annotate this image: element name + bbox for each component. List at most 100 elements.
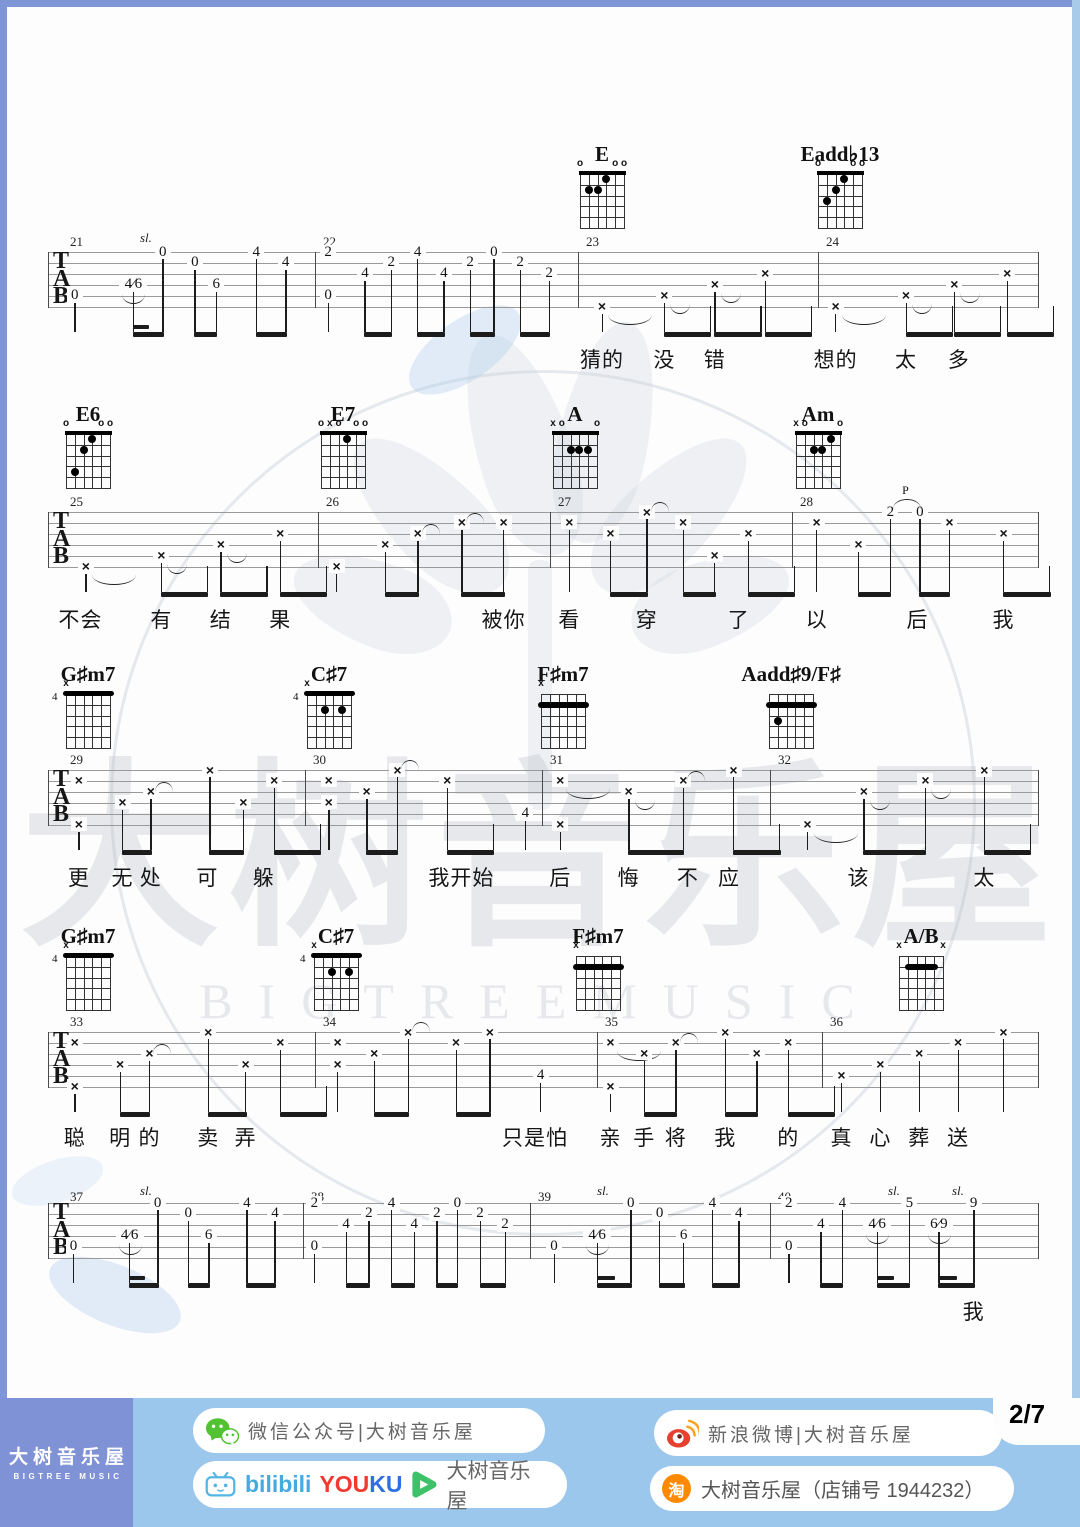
slide-mark: sl.: [140, 1183, 152, 1198]
chord-grid-fret: [541, 748, 586, 749]
beam: [119, 1112, 151, 1117]
tab-note: 0: [149, 1195, 166, 1211]
chord-grid-string: [588, 174, 590, 228]
lyric: 多: [947, 349, 970, 372]
tab-note: ×: [833, 1068, 850, 1083]
tab-note: ×: [636, 1046, 653, 1061]
note-stem: [493, 259, 495, 332]
bar-number: 21: [70, 234, 83, 249]
tab-note: 0: [546, 1239, 562, 1255]
tab-clef-letter: A: [53, 525, 71, 552]
weibo-label: 新浪微博|大树音乐屋: [708, 1424, 914, 1446]
chord-dot: [602, 175, 611, 184]
chord-grid-string: [813, 434, 815, 488]
note-stem: [756, 1060, 758, 1112]
tab-note: 2: [306, 1195, 323, 1211]
tab-note: 0: [320, 288, 337, 304]
beam: [724, 1112, 758, 1117]
note-stem: [417, 259, 419, 332]
ghost-stem: [1029, 824, 1032, 850]
lyric: 亲: [599, 1127, 622, 1150]
chord-grid-string: [593, 956, 595, 1010]
beam: [366, 850, 399, 855]
chord-grid-fret: [553, 477, 598, 479]
note-stem: [519, 269, 522, 332]
note-stem: [1006, 280, 1009, 332]
slide-arc: [586, 1245, 610, 1255]
bar-number: 32: [778, 752, 791, 767]
beam: [1003, 592, 1051, 597]
note-stem: [209, 777, 211, 850]
beam: [160, 592, 209, 597]
barline: [792, 512, 793, 568]
chord-name: C♯7: [317, 924, 355, 948]
beam: [519, 332, 551, 337]
tab-note: 4: [812, 1217, 829, 1233]
slur-arc: [687, 770, 706, 781]
note-stem: [919, 519, 921, 592]
tab-note: ×: [946, 277, 963, 292]
tab-note: 0: [306, 1239, 323, 1255]
lyric: 被你: [481, 609, 526, 632]
tab-note: ×: [235, 795, 252, 810]
note-stem: [504, 1231, 506, 1283]
note-stem: [273, 787, 276, 850]
tab-note: 0: [186, 255, 203, 271]
ghost-stem: [266, 566, 268, 592]
beam: [479, 1283, 507, 1288]
note-stem: [390, 269, 393, 332]
note-stem: [816, 529, 818, 592]
chord-fret-position: 4: [300, 953, 306, 965]
chord-nut: [65, 431, 112, 435]
lyric: 应: [717, 867, 740, 890]
bar-number: 34: [323, 1014, 336, 1029]
staff-line: [48, 512, 1038, 513]
note-stem: [788, 1253, 790, 1283]
chord-name: G♯m7: [60, 662, 116, 686]
chord-fret-position: 4: [52, 691, 58, 703]
chord-grid-fret: [899, 999, 944, 1001]
chord-string-marker: o: [858, 158, 866, 169]
note-stem: [683, 1242, 685, 1283]
tie-arc: [91, 575, 136, 585]
tab-note: 4: [704, 1195, 721, 1211]
lyric: 看: [558, 609, 581, 632]
chord-grid-fret: [553, 488, 598, 489]
tab-note: ×: [706, 548, 723, 563]
beam: [436, 1283, 459, 1288]
beam: [857, 592, 892, 597]
note-stem: [220, 551, 222, 592]
staff-line: [48, 1224, 1038, 1226]
chord-nut: [795, 431, 842, 435]
chord-grid-string: [831, 434, 833, 488]
tab-note: ×: [272, 526, 289, 541]
tab-note: ×: [808, 515, 825, 530]
page-number-patch: [993, 1398, 1080, 1445]
note-stem: [863, 798, 865, 850]
beam: [446, 850, 495, 855]
ghost-stem: [793, 566, 796, 592]
tie-arc: [608, 315, 652, 325]
tab-note: ×: [995, 526, 1012, 541]
beam: [876, 1276, 895, 1280]
lyric: 真: [830, 1127, 853, 1150]
lyric: 手: [633, 1127, 656, 1150]
chord-string-marker: x: [940, 940, 946, 951]
chord-grid-string: [324, 694, 326, 748]
tab-note: ×: [328, 559, 345, 573]
tab-note: 4⁄6: [863, 1217, 892, 1233]
note-stem: [162, 259, 164, 332]
chord-name: F♯m7: [537, 662, 589, 686]
ghost-stem: [833, 1086, 836, 1112]
chord-grid-fret: [769, 737, 814, 739]
chord-grid-fret: [66, 988, 111, 990]
tab-note: ×: [850, 537, 867, 552]
chord-grid-string: [83, 434, 85, 488]
bar-number: 23: [586, 234, 599, 249]
beam: [194, 332, 218, 337]
chord-grid-string: [558, 694, 560, 748]
tab-note: 0: [622, 1195, 639, 1211]
chord-grid-string: [92, 434, 94, 488]
note-stem: [628, 798, 630, 850]
staff-line: [48, 1246, 1038, 1248]
